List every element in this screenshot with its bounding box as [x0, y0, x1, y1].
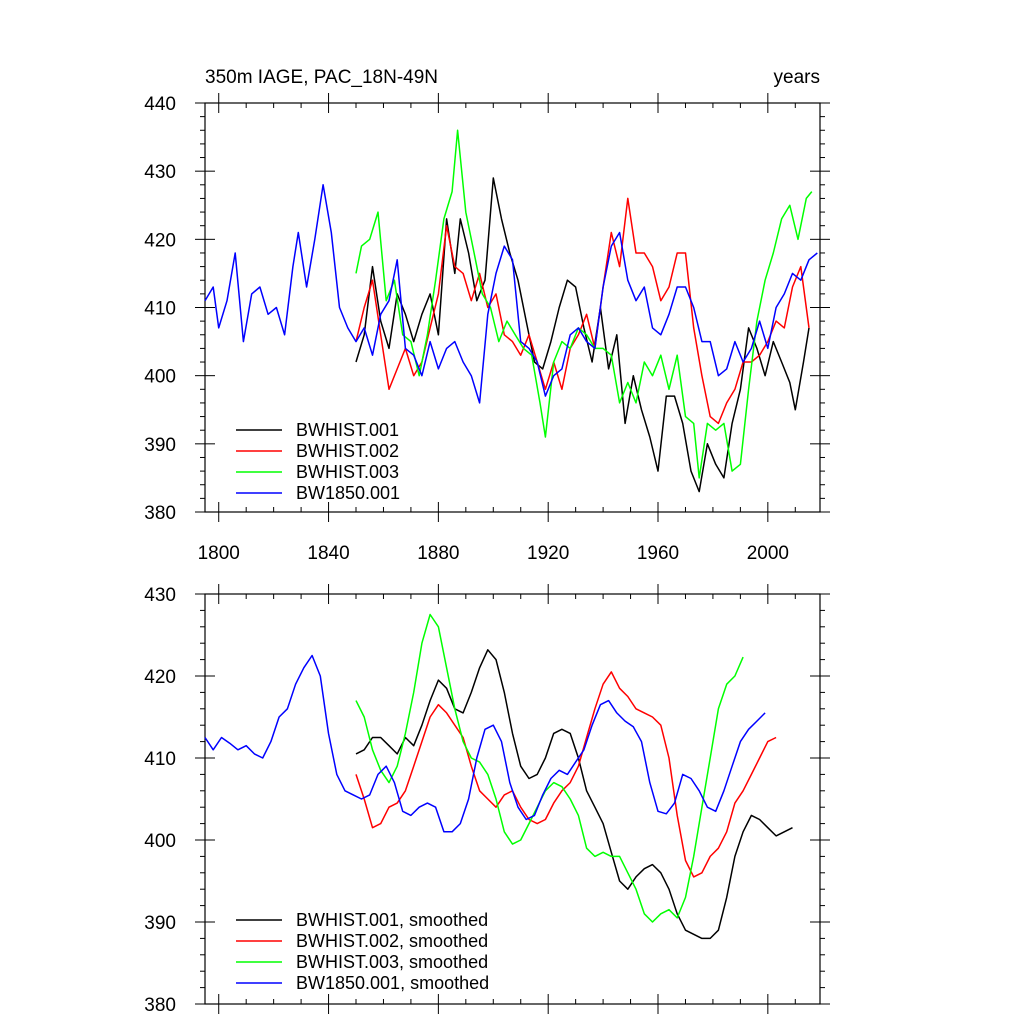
- bottom-legend-label-2: BWHIST.002, smoothed: [296, 931, 488, 951]
- bottom-y-tick-label: 410: [144, 749, 176, 770]
- top-series-line-4: [204, 184, 818, 404]
- top-y-tick-label: 420: [144, 230, 176, 251]
- top-series-lines: [204, 129, 818, 493]
- top-legend-label-2: BWHIST.002: [296, 441, 399, 461]
- bottom-y-tick-label: 420: [144, 667, 176, 688]
- top-series-line-3: [355, 129, 813, 479]
- top-panel: 350m IAGE, PAC_18N-49N years 380 390 400 41…: [144, 67, 830, 564]
- bottom-legend-label-4: BW1850.001, smoothed: [296, 973, 489, 993]
- top-x-tick-label: 1960: [637, 543, 679, 564]
- top-x-tick-label: 1840: [307, 543, 349, 564]
- bottom-series-lines: [204, 613, 793, 940]
- top-x-tick-label: 1880: [417, 543, 459, 564]
- bottom-y-tick-label: 380: [144, 995, 176, 1016]
- top-y-tick-label: 410: [144, 299, 176, 320]
- bottom-legend-label-1: BWHIST.001, smoothed: [296, 910, 488, 930]
- bottom-series-line-1: [355, 649, 793, 940]
- bottom-series-line-4: [204, 654, 766, 833]
- top-legend-label-1: BWHIST.001: [296, 420, 399, 440]
- top-chart-title-right: years: [774, 67, 820, 88]
- top-y-tick-label: 400: [144, 367, 176, 388]
- top-series-line-1: [355, 177, 810, 493]
- top-legend-label-4: BW1850.001: [296, 483, 400, 503]
- bottom-legend-label-3: BWHIST.003, smoothed: [296, 952, 488, 972]
- top-y-tick-label: 380: [144, 503, 176, 524]
- top-series-line-2: [355, 197, 810, 425]
- top-legend-label-3: BWHIST.003: [296, 462, 399, 482]
- top-y-tick-label: 390: [144, 435, 176, 456]
- bottom-y-tick-label: 390: [144, 913, 176, 934]
- bottom-y-tick-label: 400: [144, 831, 176, 852]
- bottom-axes: 380 390 400 410 420 430: [144, 584, 830, 1016]
- bottom-plot-frame: [204, 593, 821, 1005]
- bottom-y-tick-label: 430: [144, 585, 176, 606]
- top-x-tick-label: 1800: [198, 543, 240, 564]
- top-y-tick-label: 430: [144, 162, 176, 183]
- top-axes: 380 390 400 410 420 430 440 1800 1840 1880 1920 196…: [144, 93, 830, 564]
- bottom-series-line-2: [355, 671, 777, 878]
- top-chart-title: 350m IAGE, PAC_18N-49N: [205, 67, 438, 88]
- bottom-series-line-3: [355, 613, 744, 923]
- top-x-tick-label: 1920: [527, 543, 569, 564]
- top-x-tick-label: 2000: [747, 543, 789, 564]
- top-y-tick-label: 440: [144, 94, 176, 115]
